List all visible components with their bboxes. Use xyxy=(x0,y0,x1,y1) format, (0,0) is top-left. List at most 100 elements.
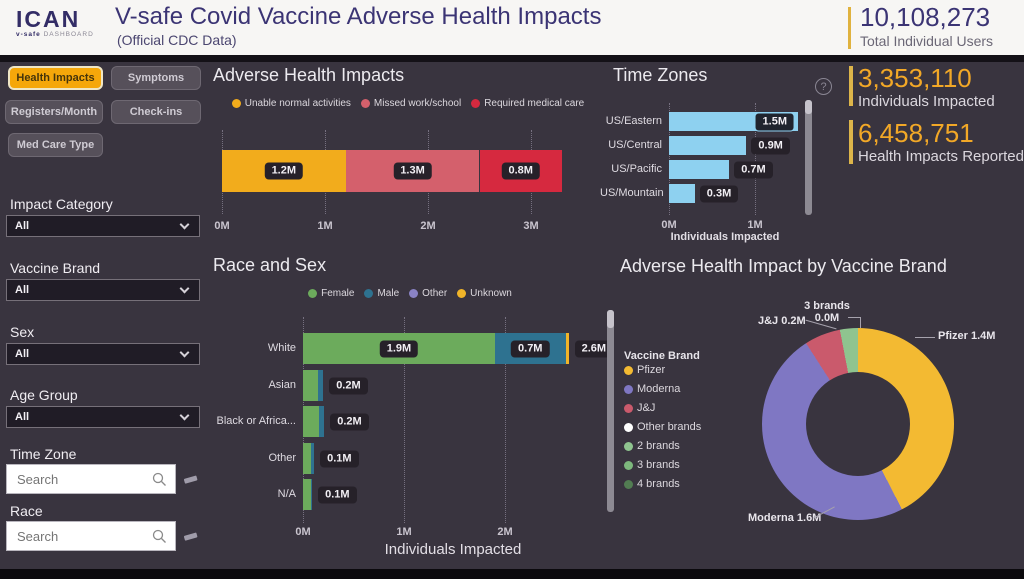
ican-logo: ICAN v-safe DASHBOARD xyxy=(16,7,94,38)
panel-race-and-sex: Race and Sex Female Male Other Unknown 0M 1M… xyxy=(210,250,614,569)
legend-label: Missed work/school xyxy=(373,98,462,109)
race-search-input[interactable] xyxy=(7,528,152,544)
legend-item-pfizer[interactable]: Pfizer xyxy=(624,364,701,376)
legend-item-3-brands[interactable]: 3 brands xyxy=(624,459,701,471)
legend-label: 3 brands xyxy=(637,459,680,471)
legend-label: Female xyxy=(321,288,355,299)
total-label: 2.6M xyxy=(574,340,614,357)
legend-dot xyxy=(624,403,633,413)
vertical-scrollbar[interactable] xyxy=(607,310,614,512)
donut-hole xyxy=(806,372,910,476)
gridline xyxy=(755,103,756,215)
nav-button-symptoms[interactable]: Symptoms xyxy=(111,66,201,90)
bar-segment-black-or-africa-female[interactable] xyxy=(303,406,320,437)
nav-button-registers-month[interactable]: Registers/Month xyxy=(5,100,103,124)
category-label-us-eastern: US/Eastern xyxy=(605,115,662,127)
filter-sidebar: Health Impacts Symptoms Registers/Month … xyxy=(0,62,210,569)
category-label-black-or-africa: Black or Africa... xyxy=(216,415,296,427)
value-label: 0.7M xyxy=(511,340,550,357)
scrollbar-thumb[interactable] xyxy=(805,100,812,114)
legend-item-4-brands[interactable]: 4 brands xyxy=(624,478,701,490)
legend-label: Moderna xyxy=(637,383,681,395)
total-label: 0.2M xyxy=(329,377,368,394)
gridline xyxy=(505,317,506,523)
legend-item-other-brands[interactable]: Other brands xyxy=(624,421,701,433)
legend-title: Vaccine Brand xyxy=(624,350,700,362)
total-users-value: 10,108,273 xyxy=(860,2,991,32)
scrollbar-thumb[interactable] xyxy=(607,310,614,328)
legend-item-unknown[interactable]: Unknown xyxy=(457,288,512,299)
chart-title: Adverse Health Impact by Vaccine Brand xyxy=(620,256,947,276)
category-label-asian: Asian xyxy=(268,379,296,391)
legend-label: J&J xyxy=(637,402,656,414)
value-label: 0.7M xyxy=(734,161,773,178)
age-group-dropdown[interactable]: All xyxy=(6,406,200,428)
bar-segment-n-a-female[interactable] xyxy=(303,479,312,510)
legend-item-female[interactable]: Female xyxy=(308,288,354,299)
vaccine-brand-dropdown[interactable]: All xyxy=(6,279,200,301)
total-label: 0.2M xyxy=(330,413,369,430)
page-title: V-safe Covid Vaccine Adverse Health Impa… xyxy=(115,3,602,30)
clear-filter-button[interactable] xyxy=(183,529,199,543)
nav-button-med-care-type[interactable]: Med Care Type xyxy=(8,133,103,157)
legend-item-missed-work-school[interactable]: Missed work/school xyxy=(360,98,462,109)
search-icon xyxy=(152,529,166,543)
impact-category-dropdown[interactable]: All xyxy=(6,215,200,237)
legend-item-male[interactable]: Male xyxy=(364,288,399,299)
logo-sub-bold: v-safe xyxy=(16,31,41,38)
kpi-cards: 3,353,110 Individuals Impacted 6,458,751… xyxy=(845,62,1024,192)
category-label-white: White xyxy=(267,342,296,354)
total-label: 0.1M xyxy=(320,450,359,467)
x-tick-label: 1M xyxy=(396,526,412,538)
help-icon[interactable]: ? xyxy=(815,78,832,95)
kpi-accent-bar xyxy=(848,7,851,49)
callout-value: 0.0M xyxy=(814,312,840,324)
legend-item-required-medical-care[interactable]: Required medical care xyxy=(471,98,584,109)
category-label-us-pacific: US/Pacific xyxy=(611,163,662,175)
legend-dot xyxy=(624,441,633,451)
donut-ring[interactable] xyxy=(762,328,954,520)
time-zone-search-input[interactable] xyxy=(7,471,152,487)
legend-item-2-brands[interactable]: 2 brands xyxy=(624,440,701,452)
bar-segment-asian-male[interactable] xyxy=(318,370,324,401)
bar-us-mountain[interactable] xyxy=(669,184,695,203)
legend-item-moderna[interactable]: Moderna xyxy=(624,383,701,395)
category-label-n-a: N/A xyxy=(277,488,296,500)
value-label: 1.3M xyxy=(393,162,432,180)
nav-button-check-ins[interactable]: Check-ins xyxy=(111,100,201,124)
x-axis-label: Individuals Impacted xyxy=(670,231,780,243)
chevron-down-icon xyxy=(179,347,190,358)
race-search-box xyxy=(6,521,176,551)
legend-dot xyxy=(231,99,241,108)
bar-segment-black-or-africa-male[interactable] xyxy=(319,406,325,437)
callout-moderna: Moderna 1.6M xyxy=(748,512,822,524)
bar-segment-other-female[interactable] xyxy=(303,443,312,474)
callout-jj: J&J 0.2M xyxy=(758,315,806,327)
individuals-impacted-label: Individuals Impacted xyxy=(858,93,995,110)
bar-segment-white-unknown[interactable] xyxy=(565,333,569,364)
sex-dropdown[interactable]: All xyxy=(6,343,200,365)
legend-dot xyxy=(624,384,633,394)
bar-us-pacific[interactable] xyxy=(669,160,730,179)
bar-segment-asian-female[interactable] xyxy=(303,370,319,401)
chart-title: Adverse Health Impacts xyxy=(213,65,405,85)
bar-segment-other-male[interactable] xyxy=(311,443,315,474)
legend-dot xyxy=(624,460,633,470)
legend-label: 4 brands xyxy=(637,478,680,490)
chart-legend: Pfizer Moderna J&J Other brands 2 brands 3 br… xyxy=(624,364,701,490)
legend-item-j-j[interactable]: J&J xyxy=(624,402,701,414)
bar-segment-n-a-male[interactable] xyxy=(311,479,313,510)
legend-item-unable-normal-activities[interactable]: Unable normal activities xyxy=(231,98,351,109)
bar-us-central[interactable] xyxy=(669,136,747,155)
dropdown-value: All xyxy=(15,348,30,360)
vertical-scrollbar[interactable] xyxy=(805,100,812,215)
category-label-us-central: US/Central xyxy=(608,139,662,151)
clear-filter-button[interactable] xyxy=(183,472,199,486)
chart-title: Race and Sex xyxy=(213,255,327,275)
logo-subtext: v-safe DASHBOARD xyxy=(16,31,94,38)
nav-button-health-impacts[interactable]: Health Impacts xyxy=(8,66,103,90)
value-label: 0.9M xyxy=(751,137,790,154)
legend-item-other[interactable]: Other xyxy=(409,288,447,299)
bottom-bar xyxy=(0,569,1024,579)
filter-label-race: Race xyxy=(10,503,43,519)
